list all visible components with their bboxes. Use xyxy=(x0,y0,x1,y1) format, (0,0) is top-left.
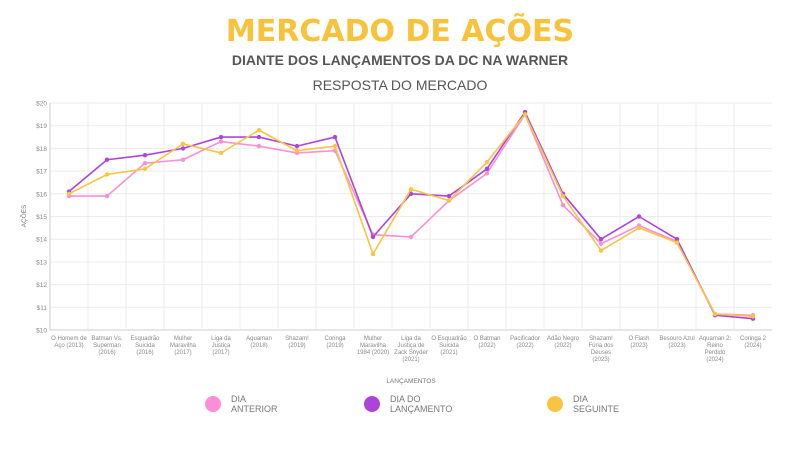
x-tick-label: Coringa (2019) xyxy=(324,336,346,349)
data-point xyxy=(446,193,452,199)
data-point xyxy=(104,193,110,199)
y-tick-label: $14 xyxy=(36,237,47,244)
page-subtitle: DIANTE DOS LANÇAMENTOS DA DC NA WARNER xyxy=(231,52,569,68)
data-point xyxy=(294,148,300,153)
series-line-0 xyxy=(69,113,754,317)
data-point xyxy=(674,240,680,245)
data-point xyxy=(370,234,376,240)
y-tick-label: $16 xyxy=(36,191,47,198)
data-point xyxy=(560,202,566,208)
data-point xyxy=(750,314,756,319)
data-point xyxy=(66,191,72,196)
data-point xyxy=(484,171,490,176)
data-point xyxy=(598,241,604,246)
data-point xyxy=(180,141,186,147)
data-point xyxy=(256,143,262,149)
data-point xyxy=(180,146,186,151)
legend-item-dia-do-lancamento[interactable]: DIA DO LANÇAMENTO xyxy=(364,394,470,414)
data-point xyxy=(598,248,604,253)
x-tick-label: Mulher Maravilha 1984 (2020) xyxy=(357,336,389,356)
x-tick-label: Aquaman (2018) xyxy=(246,336,272,349)
data-point xyxy=(142,153,148,158)
legend-item-dia-anterior[interactable]: DIA ANTERIOR xyxy=(205,394,291,414)
data-point xyxy=(218,150,224,156)
data-point xyxy=(218,139,224,144)
x-tick-label: Shazam! Fúria dos Deuses (2023) xyxy=(588,336,613,363)
y-tick-label: $17 xyxy=(36,169,47,176)
data-point xyxy=(332,143,338,149)
data-point xyxy=(104,157,110,162)
data-point xyxy=(104,172,110,177)
legend-label: DIA DO LANÇAMENTO xyxy=(390,394,453,414)
y-tick-label: $19 xyxy=(36,123,47,130)
data-point xyxy=(294,143,300,149)
data-point xyxy=(408,187,414,192)
page-title: MERCADO DE AÇÕES xyxy=(225,14,575,49)
y-tick-label: $10 xyxy=(36,328,47,335)
series-line-1 xyxy=(68,111,754,320)
x-tick-label: Liga da Justiça de Zack Snyder (2021) xyxy=(394,336,428,363)
legend: DIA ANTERIOR DIA DO LANÇAMENTO DIA SEGUI… xyxy=(0,394,800,424)
y-tick-label: $20 xyxy=(36,101,47,108)
x-tick-label: O Batman (2022) xyxy=(473,336,500,349)
x-tick-label: Mulher Maravilha (2017) xyxy=(170,336,197,356)
x-tick-label: Adão Negro (2022) xyxy=(547,336,580,349)
y-tick-label: $13 xyxy=(36,259,47,266)
y-tick-label: $12 xyxy=(36,282,47,289)
legend-swatch xyxy=(205,396,221,412)
x-tick-label: Besouro Azul (2023) xyxy=(659,336,694,349)
x-tick-label: Batman Vs. Superman (2016) xyxy=(91,336,122,356)
legend-label: DIA SEGUINTE xyxy=(573,394,620,414)
x-tick-label: O Homem de Aço (2013) xyxy=(51,336,87,349)
x-tick-label: Pacificador (2022) xyxy=(510,336,540,349)
legend-item-dia-seguinte[interactable]: DIA SEGUINTE xyxy=(547,394,633,414)
data-point xyxy=(560,193,566,199)
data-point xyxy=(484,159,490,165)
x-tick-label: Esquadrão Suicida (2016) xyxy=(130,336,160,356)
x-tick-label: Shazam! (2019) xyxy=(285,336,309,349)
data-point xyxy=(370,251,376,257)
legend-swatch xyxy=(547,396,563,412)
data-point xyxy=(218,134,224,140)
x-tick-label: Aquaman 2: Reino Perdido (2024) xyxy=(699,336,732,363)
data-point xyxy=(636,214,642,219)
legend-label: DIA ANTERIOR xyxy=(231,394,278,414)
y-tick-label: $15 xyxy=(36,214,47,221)
x-tick-label: Liga da Justiça (2017) xyxy=(211,336,231,356)
y-tick-label: $11 xyxy=(37,305,48,312)
data-point xyxy=(636,225,642,231)
data-point xyxy=(446,198,452,203)
series-line-2 xyxy=(68,113,754,318)
x-axis-label: LANÇAMENTOS xyxy=(386,378,436,385)
data-point xyxy=(522,112,528,117)
data-point xyxy=(256,128,262,133)
data-point xyxy=(180,157,186,162)
data-point xyxy=(408,234,414,240)
data-point xyxy=(484,166,490,172)
data-point xyxy=(332,134,338,140)
data-point xyxy=(256,134,262,140)
data-point xyxy=(674,237,680,242)
x-tick-label: Coringa 2 (2024) xyxy=(740,336,767,349)
chart-title: RESPOSTA DO MERCADO xyxy=(312,77,488,93)
x-tick-label: O Esquadrão Suicida (2021) xyxy=(431,336,467,356)
y-axis-label: AÇÕES xyxy=(19,204,28,227)
legend-swatch xyxy=(364,396,380,412)
x-tick-label: O Flash (2023) xyxy=(628,336,649,349)
data-point xyxy=(142,166,148,172)
y-tick-label: $18 xyxy=(36,146,47,153)
data-point xyxy=(712,311,718,317)
data-point xyxy=(598,237,604,242)
data-point xyxy=(142,160,148,166)
